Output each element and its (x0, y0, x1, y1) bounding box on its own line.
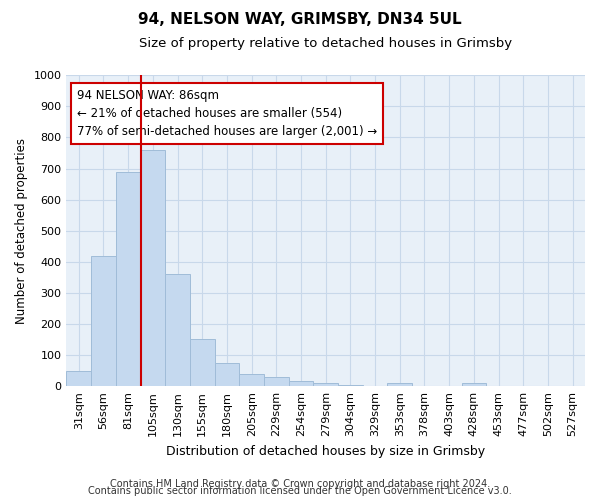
Bar (461, 383, 486, 386)
Bar (67, 370, 91, 386)
Bar (338, 384, 363, 386)
Bar (140, 150, 165, 386)
Title: Size of property relative to detached houses in Grimsby: Size of property relative to detached ho… (139, 38, 512, 51)
Text: 94 NELSON WAY: 86sqm
← 21% of detached houses are smaller (554)
77% of semi-deta: 94 NELSON WAY: 86sqm ← 21% of detached h… (77, 90, 377, 138)
Text: Contains HM Land Registry data © Crown copyright and database right 2024.: Contains HM Land Registry data © Crown c… (110, 479, 490, 489)
Bar (116, 172, 140, 386)
Bar (264, 377, 289, 386)
Bar (239, 374, 264, 386)
Bar (313, 383, 338, 386)
Bar (289, 380, 313, 386)
Y-axis label: Number of detached properties: Number of detached properties (15, 138, 28, 324)
Text: 94, NELSON WAY, GRIMSBY, DN34 5UL: 94, NELSON WAY, GRIMSBY, DN34 5UL (138, 12, 462, 28)
Bar (190, 339, 215, 386)
Bar (215, 363, 239, 386)
Bar (165, 274, 190, 386)
Bar (91, 256, 116, 386)
Text: Contains public sector information licensed under the Open Government Licence v3: Contains public sector information licen… (88, 486, 512, 496)
X-axis label: Distribution of detached houses by size in Grimsby: Distribution of detached houses by size … (166, 444, 485, 458)
Bar (388, 383, 412, 386)
